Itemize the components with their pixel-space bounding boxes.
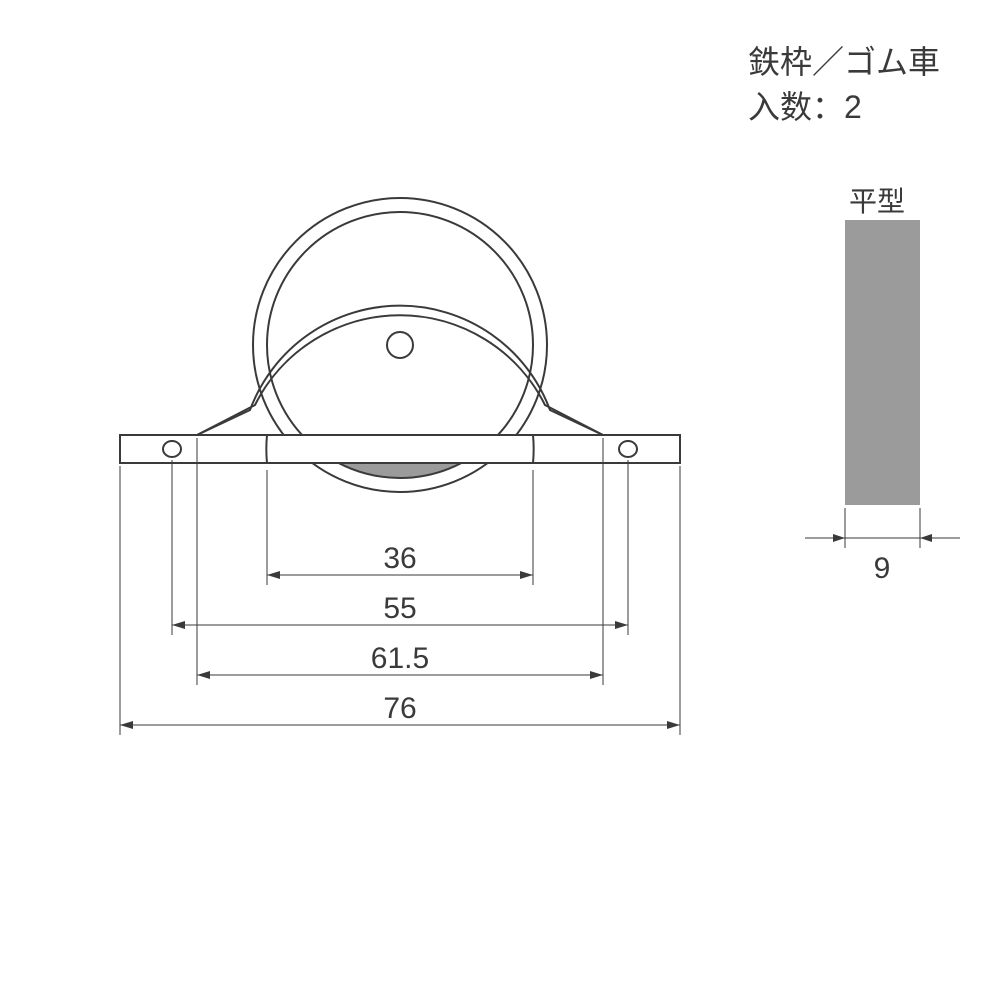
material-line: 鉄枠／ゴム車	[748, 40, 940, 85]
side-dimension: 9	[805, 508, 960, 598]
dim-base: 76	[383, 692, 416, 725]
side-width-value: 9	[874, 552, 891, 585]
dim-holes: 55	[383, 592, 416, 625]
dim-edge: 61.5	[371, 642, 429, 675]
dim-wheel: 36	[383, 542, 416, 575]
front-drawing: 36 55 61.5 76	[90, 190, 710, 790]
side-profile	[845, 220, 920, 505]
quantity-line: 入数：2	[748, 85, 940, 130]
profile-type-label: 平型	[849, 180, 905, 220]
material-spec: 鉄枠／ゴム車 入数：2	[748, 40, 940, 130]
